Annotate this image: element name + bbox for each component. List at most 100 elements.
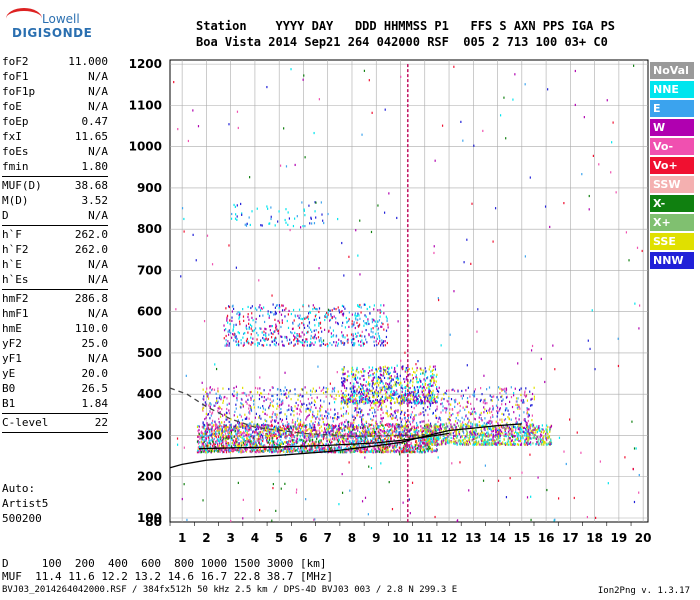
echo-point [276,393,278,397]
echo-point [424,433,427,436]
echo-point [496,442,498,445]
echo-point [244,447,246,450]
echo-point [240,440,242,443]
echo-point [440,440,443,443]
echo-point [277,450,280,453]
echo-point [376,427,378,430]
echo-point [429,431,431,435]
echo-point [458,401,460,405]
echo-point [313,443,316,446]
echo-point [412,446,414,450]
echo-point [249,438,251,441]
echo-point [270,430,272,434]
echo-point [395,432,397,435]
echo-point [375,414,377,418]
echo-point [460,423,462,426]
echo-point [486,427,488,430]
echo-point [334,416,336,419]
echo-point [211,422,213,425]
echo-point [508,436,510,440]
echo-point [532,442,534,445]
echo-point [349,449,351,453]
echo-point [223,450,225,454]
echo-point [318,445,320,448]
echo-point [465,443,468,446]
echo-point [319,442,321,445]
echo-point [301,439,304,442]
echo-point [294,392,296,396]
echo-point [394,426,396,429]
echo-point [474,437,477,440]
echo-point [253,406,256,409]
echo-point [201,446,203,449]
echo-point [222,451,224,454]
echo-point [545,442,547,445]
echo-point [495,434,497,437]
echo-point [497,432,500,435]
echo-point [453,389,456,393]
echo-point [209,431,211,434]
echo-point [510,386,512,389]
echo-point [490,399,492,402]
echo-point [401,434,403,437]
echo-point [487,440,489,443]
echo-point [393,448,395,451]
echo-point [483,406,485,409]
echo-point [199,449,202,452]
echo-point [497,422,499,425]
echo-point [455,398,457,401]
echo-point [268,406,270,409]
echo-point [497,398,499,401]
echo-point [236,449,238,452]
echo-point [421,427,423,430]
echo-point [215,449,217,452]
x-tick-label: 12 [441,531,458,545]
echo-point [467,443,469,446]
echo-point [236,394,238,397]
echo-point [524,418,526,421]
echo-point [516,443,518,446]
echo-point [228,426,230,429]
param-row: hmF2 286.8 [2,291,108,306]
echo-point [488,386,491,389]
echo-point [375,425,377,428]
echo-point [384,423,386,427]
echo-point [276,397,279,400]
echo-point [532,436,534,440]
echo-point [410,442,412,445]
echo-point [323,435,325,438]
echo-point [344,420,346,424]
echo-point [209,391,211,394]
echo-point [451,388,453,392]
echo-point [309,410,311,413]
echo-point [202,406,205,410]
echo-point [260,436,262,439]
echo-point [231,447,233,450]
echo-point [261,435,264,438]
echo-point [492,429,494,433]
echo-point [380,401,382,405]
echo-point [254,443,256,446]
echo-point [202,424,204,427]
echo-point [221,408,223,411]
echo-point [250,444,252,447]
echo-point [441,441,444,444]
echo-point [242,405,244,408]
echo-point [225,448,227,451]
echo-point [251,420,253,424]
echo-point [393,397,395,400]
param-name: hmE [2,322,22,335]
echo-point [247,435,249,438]
echo-point [354,416,356,420]
echo-point [236,428,238,432]
echo-point [306,423,308,427]
param-row: foEs N/A [2,144,108,159]
echo-point [447,425,449,428]
echo-point [257,424,259,428]
echo-point [250,450,252,454]
echo-point [455,430,457,433]
echo-point [389,401,392,404]
echo-point [390,437,392,440]
echo-point [393,446,395,449]
echo-point [528,442,530,445]
